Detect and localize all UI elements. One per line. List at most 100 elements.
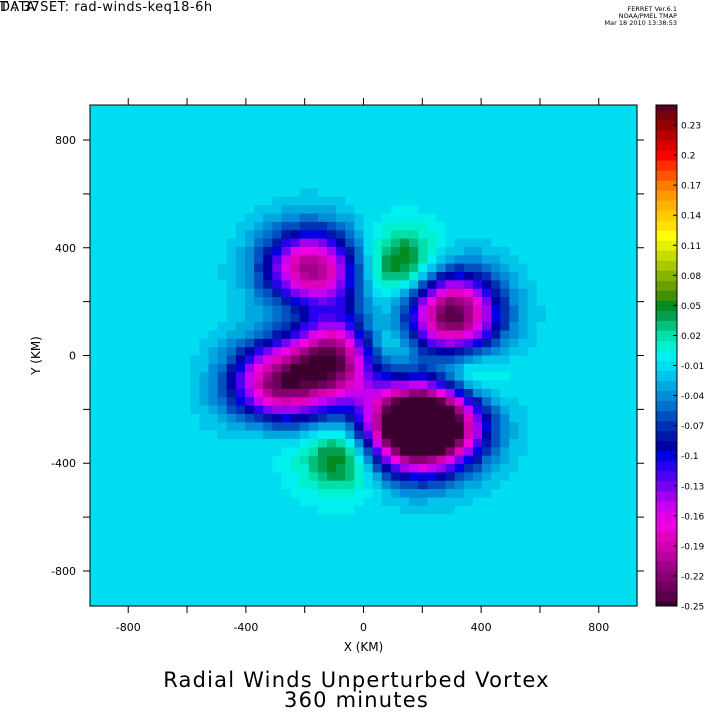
- heatmap-cell: [117, 472, 128, 482]
- heatmap-cell: [564, 155, 574, 165]
- heatmap-cell: [463, 447, 474, 457]
- heatmap-cell: [272, 163, 283, 173]
- heatmap-cell: [90, 105, 100, 114]
- heatmap-cell: [554, 313, 565, 323]
- heatmap-cell: [99, 180, 109, 190]
- heatmap-cell: [336, 113, 346, 123]
- heatmap-cell: [299, 213, 310, 223]
- heatmap-cell: [327, 430, 337, 440]
- heatmap-cell: [536, 213, 547, 223]
- heatmap-cell: [299, 572, 310, 582]
- heatmap-cell: [208, 355, 219, 365]
- heatmap-cell: [627, 430, 638, 440]
- heatmap-cell: [327, 238, 337, 248]
- heatmap-cell: [518, 514, 529, 524]
- heatmap-cell: [217, 138, 228, 148]
- heatmap-cell: [500, 380, 510, 390]
- heatmap-cell: [591, 180, 602, 190]
- heatmap-cell: [454, 221, 465, 231]
- heatmap-cell: [327, 146, 337, 156]
- heatmap-cell: [381, 146, 392, 156]
- heatmap-cell: [545, 305, 556, 315]
- heatmap-cell: [500, 205, 510, 215]
- heatmap-cell: [244, 255, 255, 265]
- heatmap-cell: [217, 363, 228, 373]
- heatmap-cell: [172, 405, 182, 415]
- version-stamp: FERRET Ver.6.1: [627, 5, 677, 13]
- heatmap-cell: [327, 505, 337, 515]
- heatmap-cell: [263, 539, 273, 549]
- heatmap-cell: [591, 146, 602, 156]
- heatmap-cell: [153, 480, 164, 490]
- heatmap-cell: [609, 422, 620, 432]
- heatmap-cell: [317, 547, 328, 557]
- heatmap-cell: [372, 288, 383, 298]
- heatmap-cell: [390, 138, 401, 148]
- heatmap-cell: [363, 196, 374, 206]
- heatmap-cell: [390, 480, 401, 490]
- heatmap-cell: [609, 464, 620, 473]
- heatmap-cell: [618, 413, 629, 423]
- heatmap-cell: [372, 313, 383, 323]
- heatmap-cell: [199, 288, 210, 298]
- heatmap-cell: [190, 297, 200, 306]
- heatmap-cell: [573, 105, 583, 114]
- heatmap-cell: [144, 155, 155, 165]
- heatmap-cell: [609, 447, 620, 457]
- heatmap-cell: [117, 221, 128, 231]
- heatmap-cell: [545, 472, 556, 482]
- heatmap-cell: [90, 313, 100, 323]
- heatmap-cell: [263, 238, 273, 248]
- heatmap-cell: [144, 405, 155, 415]
- heatmap-cell: [153, 146, 164, 156]
- heatmap-cell: [536, 171, 547, 181]
- heatmap-cell: [190, 121, 200, 131]
- heatmap-cell: [518, 522, 529, 532]
- heatmap-cell: [436, 564, 447, 574]
- heatmap-cell: [327, 363, 337, 373]
- heatmap-cell: [527, 280, 538, 290]
- heatmap-cell: [181, 238, 191, 248]
- heatmap-cell: [536, 113, 547, 123]
- heatmap-cell: [372, 146, 383, 156]
- heatmap-cell: [117, 430, 128, 440]
- heatmap-cell: [372, 413, 383, 423]
- heatmap-cell: [472, 263, 483, 273]
- heatmap-cell: [545, 155, 556, 165]
- heatmap-cell: [226, 205, 237, 215]
- heatmap-cell: [345, 514, 355, 524]
- heatmap-cell: [372, 255, 383, 265]
- heatmap-cell: [454, 322, 465, 332]
- heatmap-cell: [354, 580, 365, 590]
- heatmap-cell: [445, 163, 456, 173]
- heatmap-cell: [272, 597, 283, 607]
- heatmap-cell: [509, 447, 520, 457]
- heatmap-cell: [399, 547, 410, 557]
- heatmap-cell: [99, 263, 109, 273]
- heatmap-cell: [600, 589, 611, 599]
- heatmap-cell: [463, 288, 474, 298]
- heatmap-cell: [263, 188, 273, 198]
- heatmap-cell: [463, 155, 474, 165]
- heatmap-cell: [217, 413, 228, 423]
- heatmap-cell: [117, 121, 128, 131]
- heatmap-cell: [144, 272, 155, 281]
- heatmap-cell: [272, 489, 283, 499]
- heatmap-cell: [582, 497, 593, 507]
- heatmap-cell: [527, 464, 538, 473]
- heatmap-cell: [609, 196, 620, 206]
- heatmap-cell: [108, 213, 118, 223]
- heatmap-cell: [126, 522, 137, 532]
- heatmap-cell: [390, 580, 401, 590]
- heatmap-cell: [254, 547, 264, 557]
- heatmap-cell: [172, 288, 182, 298]
- heatmap-cell: [399, 113, 410, 123]
- heatmap-cell: [117, 330, 128, 340]
- heatmap-cell: [254, 263, 264, 273]
- heatmap-cell: [500, 113, 510, 123]
- heatmap-cell: [144, 255, 155, 265]
- heatmap-cell: [153, 180, 164, 190]
- heatmap-cell: [190, 113, 200, 123]
- heatmap-cell: [181, 121, 191, 131]
- heatmap-cell: [317, 322, 328, 332]
